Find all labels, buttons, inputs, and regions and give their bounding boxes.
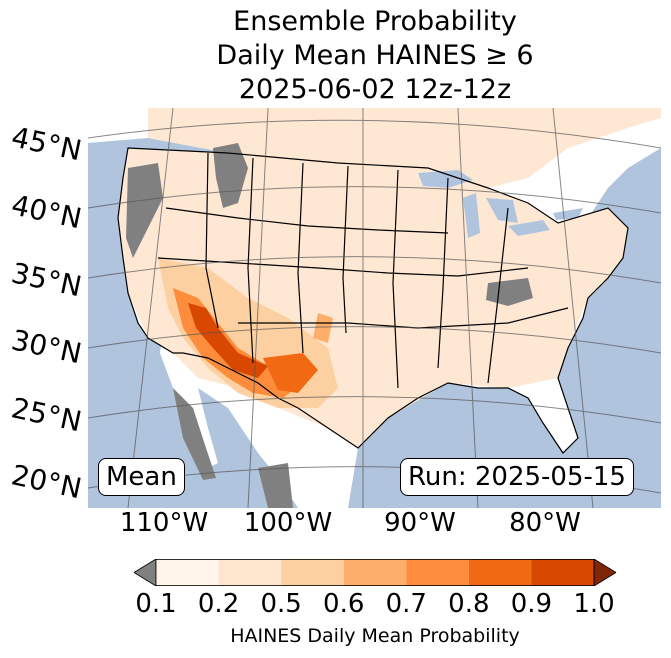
- colorbar-tick-label: 0.8: [448, 589, 490, 619]
- missing-mexico: [258, 463, 293, 508]
- colorbar-segment: [406, 559, 469, 586]
- missing-baja: [173, 388, 216, 480]
- colorbar-tick-label: 0.2: [197, 589, 240, 619]
- colorbar-tick-label: 1.0: [573, 589, 615, 619]
- mean-label-box: Mean: [98, 458, 185, 496]
- colorbar-segment: [281, 559, 344, 586]
- colorbar-over-arrow: [593, 559, 616, 586]
- great-lakes: [418, 170, 583, 238]
- title-line-3: 2025-06-02 12z-12z: [238, 74, 512, 105]
- colorbar: [134, 559, 616, 586]
- prob-sw-0.9: [188, 303, 268, 378]
- colorbar-segment: [218, 559, 282, 586]
- colorbar-segment: [343, 559, 407, 586]
- colorbar-tick-label: 0.7: [385, 589, 427, 619]
- prob-nm-0.8: [263, 353, 318, 393]
- missing-nw: [126, 163, 163, 258]
- colorbar-segment: [531, 559, 594, 586]
- lon-label-100: 100°W: [243, 508, 333, 538]
- baja-land: [160, 333, 218, 468]
- colorbar-frame: [155, 559, 595, 586]
- probability-map: [88, 108, 661, 508]
- lat-label-25: 25°N: [8, 391, 85, 439]
- prob-canada-0.2: [148, 108, 661, 188]
- lat-label-40: 40°N: [8, 188, 85, 236]
- state-borders: [117, 147, 629, 454]
- lon-label-110: 110°W: [119, 508, 209, 538]
- title-line-2: Daily Mean HAINES ≥ 6: [216, 40, 534, 71]
- lat-label-35: 35°N: [8, 256, 85, 304]
- title-line-1: Ensemble Probability: [233, 6, 517, 37]
- lat-label-45: 45°N: [8, 120, 85, 168]
- colorbar-segment: [156, 559, 219, 586]
- lon-label-80: 80°W: [509, 508, 581, 538]
- prob-tx-0.5: [313, 313, 333, 343]
- run-date-box: Run: 2025-05-15: [400, 458, 634, 496]
- colorbar-segment: [468, 559, 532, 586]
- lat-label-30: 30°N: [8, 323, 85, 371]
- colorbar-under-arrow: [134, 559, 157, 586]
- colorbar-tick-label: 0.9: [510, 589, 553, 619]
- graticule: [88, 108, 661, 508]
- colorbar-tick-label: 0.5: [260, 589, 302, 619]
- lon-label-90: 90°W: [384, 508, 456, 538]
- lat-label-20: 20°N: [8, 458, 85, 506]
- colorbar-tick-label: 0.6: [323, 589, 365, 619]
- colorbar-title: HAINES Daily Mean Probability: [230, 625, 520, 647]
- colorbar-tick-label: 0.1: [135, 589, 177, 619]
